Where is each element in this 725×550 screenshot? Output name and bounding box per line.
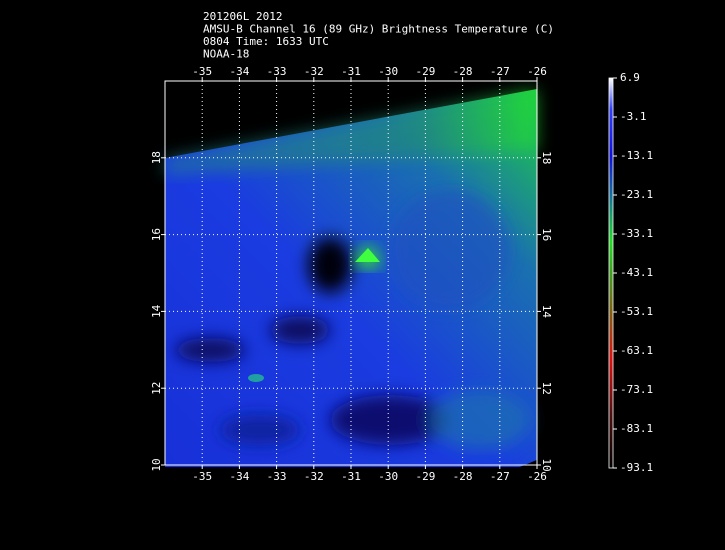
- x-tick-label: -34: [229, 470, 249, 483]
- y-tick-label: 14: [540, 305, 553, 319]
- title-line: NOAA-18: [203, 48, 249, 61]
- y-tick-label: 10: [540, 458, 553, 471]
- colorbar-label: 6.9: [620, 71, 640, 84]
- x-tick-label: -34: [229, 65, 249, 78]
- x-tick-label: -32: [304, 470, 324, 483]
- colorbar-label: -33.1: [620, 227, 653, 240]
- colorbar: [608, 77, 614, 469]
- colorbar-label: -53.1: [620, 305, 653, 318]
- x-tick-label: -31: [341, 65, 361, 78]
- x-tick-label: -28: [453, 470, 473, 483]
- y-tick-label: 18: [540, 151, 553, 164]
- x-tick-label: -27: [490, 470, 510, 483]
- swath-image: [165, 89, 537, 467]
- title-line: 201206L 2012: [203, 10, 282, 23]
- x-tick-label: -26: [527, 65, 547, 78]
- colorbar-label: -23.1: [620, 188, 653, 201]
- x-tick-label: -35: [192, 470, 212, 483]
- colorbar-label: -83.1: [620, 422, 653, 435]
- x-tick-label: -33: [267, 65, 287, 78]
- x-tick-label: -30: [378, 65, 398, 78]
- x-tick-label: -28: [453, 65, 473, 78]
- x-tick-label: -33: [267, 470, 287, 483]
- x-tick-label: -31: [341, 470, 361, 483]
- colorbar-label: -13.1: [620, 149, 653, 162]
- colorbar-label: -43.1: [620, 266, 653, 279]
- x-tick-label: -32: [304, 65, 324, 78]
- x-tick-label: -35: [192, 65, 212, 78]
- title-line: 0804 Time: 1633 UTC: [203, 35, 329, 48]
- x-tick-label: -29: [415, 65, 435, 78]
- y-tick-label: 16: [150, 228, 163, 241]
- y-tick-label: 12: [540, 382, 553, 395]
- y-tick-label: 10: [150, 458, 163, 471]
- y-tick-label: 16: [540, 228, 553, 241]
- colorbar-label: -63.1: [620, 344, 653, 357]
- y-tick-label: 12: [150, 382, 163, 395]
- colorbar-label: -73.1: [620, 383, 653, 396]
- y-tick-label: 14: [150, 304, 163, 318]
- x-tick-label: -29: [415, 470, 435, 483]
- colorbar-label: -93.1: [620, 461, 653, 474]
- title-line: AMSU-B Channel 16 (89 GHz) Brightness Te…: [203, 23, 554, 36]
- x-tick-label: -27: [490, 65, 510, 78]
- y-tick-label: 18: [150, 151, 163, 164]
- x-tick-label: -26: [527, 470, 547, 483]
- x-tick-label: -30: [378, 470, 398, 483]
- colorbar-label: -3.1: [620, 110, 647, 123]
